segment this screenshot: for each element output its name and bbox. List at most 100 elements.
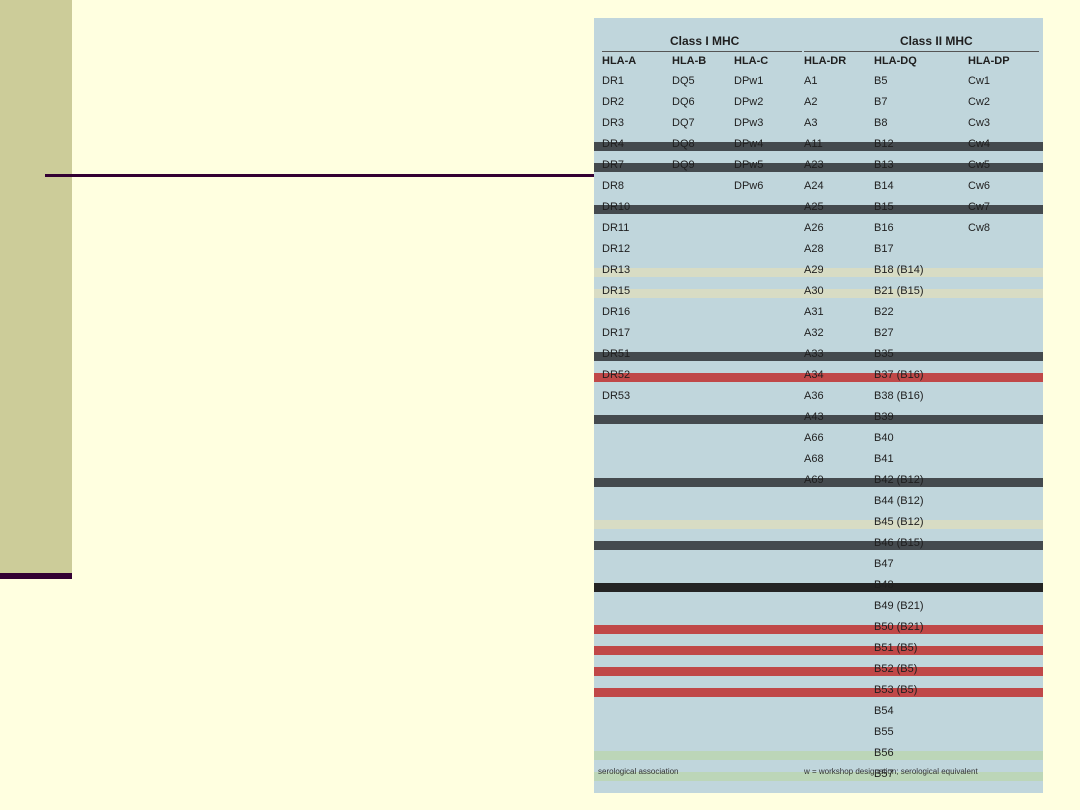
- row-stripe: [594, 541, 1043, 550]
- table-row: B51 (B5): [594, 639, 1043, 660]
- class-ii-underline: [804, 51, 1039, 52]
- table-row: A43 B39: [594, 408, 1043, 429]
- table-row: B53 (B5): [594, 681, 1043, 702]
- table-cell: B50 (B21): [874, 621, 924, 633]
- table-row: B44 (B12): [594, 492, 1043, 513]
- table-cell: B41: [874, 453, 894, 465]
- table-cell: A32: [804, 327, 824, 339]
- table-cell: A34: [804, 369, 824, 381]
- table-row: DR7 DQ9 DPw5 A23 B13 Cw5: [594, 156, 1043, 177]
- table-row: B46 (B15): [594, 534, 1043, 555]
- row-stripe: [594, 142, 1043, 151]
- table-cell: B18 (B14): [874, 264, 924, 276]
- column-header-hla-dp: HLA-DP: [968, 55, 1010, 67]
- table-cell: B21 (B15): [874, 285, 924, 297]
- table-cell: B5: [874, 75, 888, 87]
- table-cell: DR3: [602, 117, 625, 129]
- table-cell: B47: [874, 558, 894, 570]
- row-stripe: [594, 667, 1043, 676]
- table-cell: DPw6: [734, 180, 764, 192]
- table-cell: DR13: [602, 264, 631, 276]
- table-cell: A29: [804, 264, 824, 276]
- table-cell: A66: [804, 432, 824, 444]
- table-row: A68 B41: [594, 450, 1043, 471]
- row-stripe: [594, 646, 1043, 655]
- table-cell: DPw5: [734, 159, 764, 171]
- table-cell: B52 (B5): [874, 663, 918, 675]
- table-cell: B14: [874, 180, 894, 192]
- table-cell: B45 (B12): [874, 516, 924, 528]
- row-stripe: [594, 289, 1043, 298]
- row-stripe: [594, 625, 1043, 634]
- table-cell: DR53: [602, 390, 631, 402]
- table-cell: DR15: [602, 285, 631, 297]
- table-row: DR10 A25 B15 Cw7: [594, 198, 1043, 219]
- table-cell: B48: [874, 579, 894, 591]
- table-cell: B42 (B12): [874, 474, 924, 486]
- table-cell: DR51: [602, 348, 631, 360]
- table-row: DR4 DQ8 DPw4 A11 B12 Cw4: [594, 135, 1043, 156]
- table-cell: DQ6: [672, 96, 695, 108]
- table-cell: DQ9: [672, 159, 695, 171]
- sidebar-bottom-rule: [0, 573, 72, 579]
- column-header-hla-dq: HLA-DQ: [874, 55, 917, 67]
- left-sidebar-band: [0, 0, 72, 575]
- table-cell: Cw5: [968, 159, 991, 171]
- table-row: B52 (B5): [594, 660, 1043, 681]
- table-row: B55: [594, 723, 1043, 744]
- table-cell: B17: [874, 243, 894, 255]
- hla-allele-table-image: Class I MHC Class II MHC HLA-A HLA-B HLA…: [594, 18, 1043, 793]
- table-cell: Cw6: [968, 180, 991, 192]
- table-row: B57: [594, 765, 1043, 786]
- table-cell: DQ7: [672, 117, 695, 129]
- column-header-hla-b: HLA-B: [672, 55, 707, 67]
- table-cell: A1: [804, 75, 818, 87]
- table-row: DR2 DQ6 DPw2 A2 B7 Cw2: [594, 93, 1043, 114]
- row-stripe: [594, 688, 1043, 697]
- table-cell: B8: [874, 117, 888, 129]
- row-stripe: [594, 373, 1043, 382]
- table-row: DR8 DPw6 A24 B14 Cw6: [594, 177, 1043, 198]
- class-i-mhc-heading: Class I MHC: [670, 34, 740, 48]
- table-cell: DR8: [602, 180, 625, 192]
- table-row: B49 (B21): [594, 597, 1043, 618]
- table-cell: B55: [874, 726, 894, 738]
- table-row: DR12 A28 B17: [594, 240, 1043, 261]
- title-divider-rule: [45, 174, 600, 177]
- table-row: B50 (B21): [594, 618, 1043, 639]
- table-cell: B35: [874, 348, 894, 360]
- table-cell: DPw1: [734, 75, 764, 87]
- table-cell: B54: [874, 705, 894, 717]
- footnote-right: w = workshop designation; serological eq…: [804, 767, 978, 776]
- row-stripe: [594, 163, 1043, 172]
- table-cell: B53 (B5): [874, 684, 918, 696]
- table-cell: B16: [874, 222, 894, 234]
- table-cell: B15: [874, 201, 894, 213]
- table-cell: Cw1: [968, 75, 991, 87]
- table-cell: Cw7: [968, 201, 991, 213]
- table-cell: DR7: [602, 159, 625, 171]
- class-ii-mhc-heading: Class II MHC: [900, 34, 973, 48]
- table-cell: DPw4: [734, 138, 764, 150]
- table-cell: A23: [804, 159, 824, 171]
- table-cell: A30: [804, 285, 824, 297]
- table-cell: B39: [874, 411, 894, 423]
- table-cell: A69: [804, 474, 824, 486]
- table-cell: Cw3: [968, 117, 991, 129]
- table-cell: B49 (B21): [874, 600, 924, 612]
- table-cell: B57: [874, 768, 894, 780]
- table-row: DR52 A34 B37 (B16): [594, 366, 1043, 387]
- class-i-underline: [602, 51, 802, 52]
- table-cell: B12: [874, 138, 894, 150]
- table-cell: A11: [804, 138, 823, 150]
- row-stripe: [594, 751, 1043, 760]
- table-cell: B37 (B16): [874, 369, 924, 381]
- table-row: DR3 DQ7 DPw3 A3 B8 Cw3: [594, 114, 1043, 135]
- row-stripe: [594, 268, 1043, 277]
- table-row: A66 B40: [594, 429, 1043, 450]
- table-cell: DR11: [602, 222, 630, 234]
- column-header-hla-a: HLA-A: [602, 55, 637, 67]
- table-row: DR17 A32 B27: [594, 324, 1043, 345]
- table-cell: B22: [874, 306, 894, 318]
- row-stripe: [594, 772, 1043, 781]
